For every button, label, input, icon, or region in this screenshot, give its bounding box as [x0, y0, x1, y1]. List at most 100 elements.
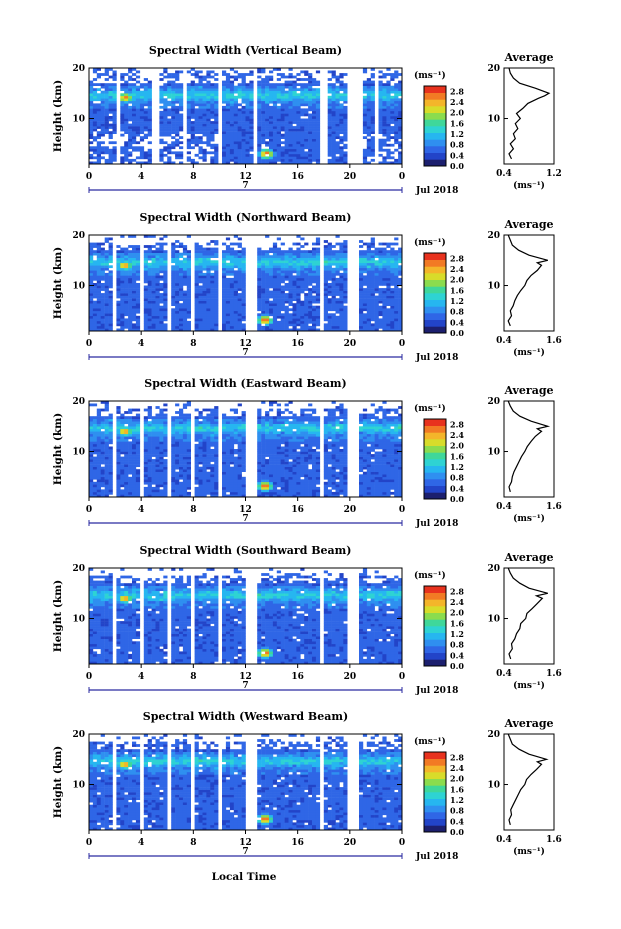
heatmap-cell [222, 305, 227, 309]
heatmap-cell [147, 156, 152, 160]
heatmap-cell [245, 158, 250, 162]
heatmap-cell [390, 75, 395, 79]
heatmap-cell [194, 275, 199, 279]
heatmap-cell [120, 298, 125, 301]
heatmap-cell [171, 272, 176, 276]
heatmap-cell [382, 100, 387, 104]
heatmap-cell [222, 113, 227, 117]
heatmap-cell [112, 146, 117, 150]
heatmap-cell [96, 408, 101, 412]
heatmap-cell [245, 156, 250, 160]
heatmap-cell [276, 285, 281, 289]
heatmap-cell [241, 108, 246, 112]
heatmap-cell [390, 128, 395, 132]
heatmap-cell [89, 421, 94, 424]
heatmap-cell [249, 116, 254, 119]
heatmap-cell [96, 143, 101, 147]
heatmap-cell [206, 325, 211, 329]
heatmap-cell [331, 143, 336, 147]
heatmap-cell [147, 103, 152, 107]
heatmap-cell [186, 103, 191, 107]
heatmap-cell [128, 459, 133, 462]
heatmap-cell [147, 85, 152, 89]
heatmap-cell [147, 285, 152, 289]
heatmap-cell [182, 315, 188, 319]
heatmap-cell [124, 260, 129, 264]
heatmap-cell [335, 143, 340, 147]
heatmap-cell [147, 474, 152, 478]
heatmap-cell [312, 113, 317, 117]
heatmap-cell [132, 408, 137, 412]
heatmap-cell [343, 146, 348, 150]
heatmap-cell [182, 303, 188, 306]
heatmap-cell [269, 272, 274, 276]
heatmap-cell [261, 110, 266, 114]
heatmap-cell [151, 433, 156, 437]
heatmap-cell [261, 315, 266, 319]
heatmap-cell [280, 108, 285, 112]
heatmap-cell [249, 113, 254, 117]
heatmap-cell [272, 68, 278, 71]
heatmap-cell [100, 275, 105, 279]
heatmap-cell [296, 161, 301, 165]
heatmap-cell [225, 237, 231, 241]
heatmap-cell [394, 90, 399, 94]
heatmap-cell [163, 469, 168, 472]
heatmap-cell [272, 161, 278, 165]
heatmap-cell [241, 275, 246, 279]
heatmap-cell [265, 133, 270, 137]
heatmap-cell [147, 456, 152, 460]
heatmap-cell [186, 156, 191, 160]
heatmap-cell [206, 95, 211, 99]
heatmap-cell [280, 118, 285, 122]
heatmap-cell [179, 161, 184, 165]
heatmap-cell [92, 474, 98, 478]
heatmap-cell [265, 156, 270, 160]
heatmap-cell [186, 121, 191, 124]
heatmap-cell [296, 308, 301, 312]
heatmap-cell [272, 293, 278, 296]
heatmap-cell [386, 325, 391, 329]
heatmap-cell [206, 133, 211, 137]
heatmap-cell [151, 277, 156, 281]
heatmap-cell [276, 320, 281, 324]
heatmap-cell [308, 95, 313, 99]
heatmap-cell [112, 151, 117, 155]
heatmap-cell [104, 158, 109, 162]
heatmap-cell [233, 136, 238, 139]
heatmap-cell [237, 293, 242, 296]
heatmap-cell [147, 113, 152, 117]
heatmap-cell [366, 90, 371, 94]
heatmap-cell [233, 158, 238, 162]
average-y-tick-label: 20 [487, 64, 500, 74]
heatmap-cell [335, 123, 340, 127]
heatmap-cell [100, 128, 105, 132]
heatmap-cell [292, 143, 297, 147]
heatmap-cell [222, 260, 227, 264]
heatmap-cell [108, 433, 113, 437]
heatmap-cell [171, 257, 176, 261]
heatmap-cell [124, 123, 129, 127]
heatmap-cell [89, 315, 94, 319]
heatmap-cell [132, 85, 137, 89]
heatmap-cell [276, 260, 281, 264]
heatmap-cell [108, 474, 113, 478]
heatmap-cell [292, 303, 297, 306]
heatmap-cell [292, 148, 297, 152]
heatmap-cell [225, 105, 231, 109]
heatmap-cell [394, 118, 399, 122]
heatmap-cell [343, 295, 348, 299]
heatmap-cell [272, 265, 278, 269]
heatmap-cell [214, 308, 219, 312]
heatmap-cell [292, 118, 297, 122]
heatmap-cell [366, 80, 371, 84]
heatmap-cell [214, 328, 219, 332]
heatmap-cell [343, 255, 348, 258]
heatmap-cell [284, 113, 289, 117]
heatmap-cell [159, 310, 164, 314]
heatmap-cell [167, 73, 172, 76]
heatmap-cell [155, 303, 160, 306]
heatmap-cell [296, 116, 301, 119]
heatmap-cell [116, 277, 121, 281]
heatmap-cell [179, 265, 184, 269]
